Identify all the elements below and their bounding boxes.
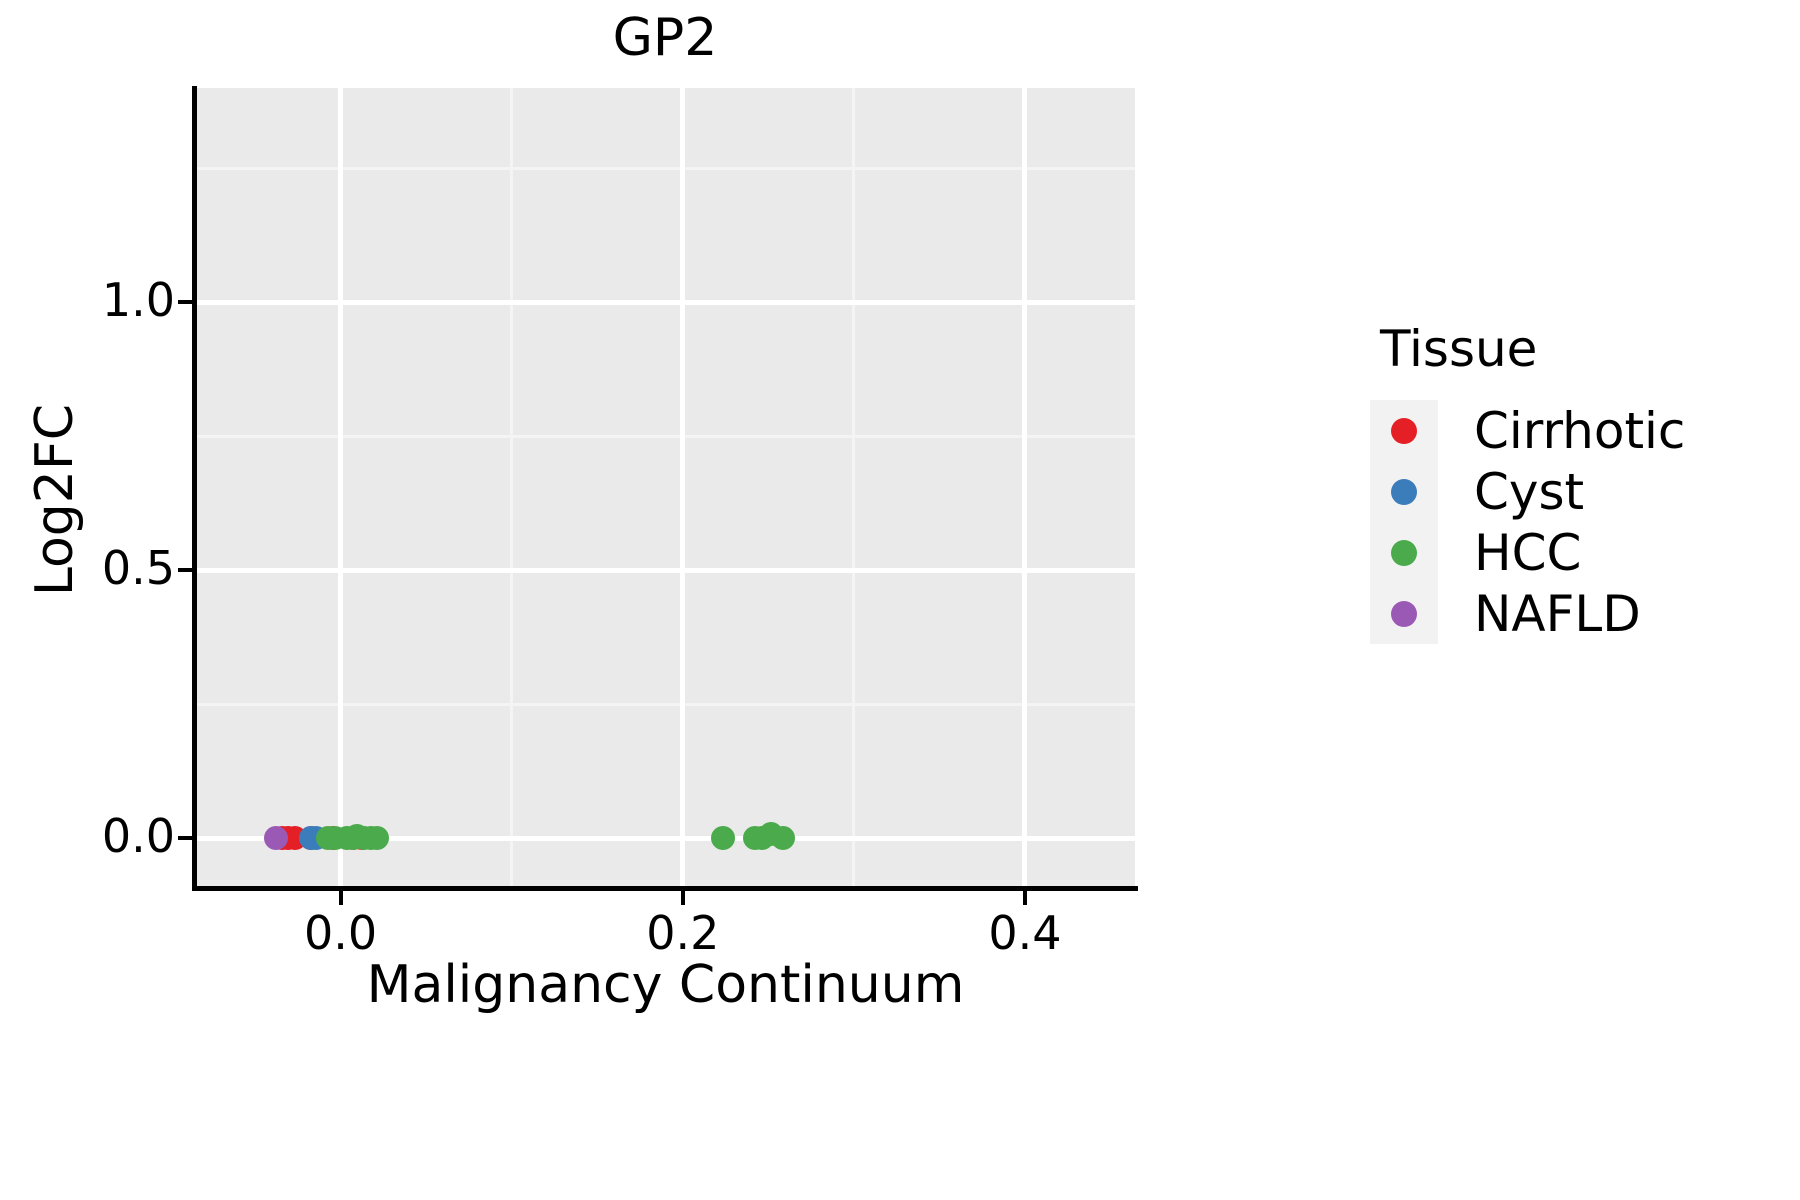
x-axis-tick-label: 0.0 [304,906,378,960]
legend-dot-icon [1391,417,1417,444]
y-axis-tick [178,568,192,573]
grid-major-horizontal [196,567,1135,573]
plot-panel [196,88,1135,886]
x-axis-line [192,886,1138,891]
grid-minor-vertical [510,88,514,886]
y-axis-tick-label: 0.5 [101,541,175,596]
legend-dot-icon [1391,539,1417,566]
legend-key-swatch [1370,583,1438,644]
legend-title: Tissue [1380,320,1538,378]
y-axis-tick-label: 1.0 [101,273,175,328]
legend-key-swatch [1370,461,1438,522]
y-axis-tick-label: 0.0 [101,809,175,864]
data-point-nafld [264,826,289,851]
legend-item-cirrhotic[interactable]: Cirrhotic [1370,400,1790,461]
legend-item-label: Cyst [1474,462,1585,521]
grid-major-horizontal [196,835,1135,841]
y-axis-tick [178,836,192,841]
x-axis-tick [1022,891,1027,905]
legend-items: Cirrhotic Cyst HCC NAFLD [1370,400,1790,644]
grid-major-vertical [1022,88,1028,886]
data-point-hcc [710,826,735,851]
legend-key-swatch [1370,400,1438,461]
legend-item-label: HCC [1474,523,1582,582]
x-axis-title: Malignancy Continuum [366,955,965,1015]
y-axis-line [192,86,197,890]
legend-item-nafld[interactable]: NAFLD [1370,583,1790,644]
grid-major-vertical [680,88,686,886]
page-title: GP2 [612,8,718,68]
grid-major-vertical [338,88,344,886]
grid-major-horizontal [196,299,1135,305]
x-axis-tick [680,891,685,905]
grid-minor-vertical [852,88,856,886]
x-axis-tick-label: 0.4 [988,906,1062,960]
data-point-hcc [365,826,390,851]
legend-item-cyst[interactable]: Cyst [1370,461,1790,522]
x-axis-tick [338,891,343,905]
legend-item-hcc[interactable]: HCC [1370,522,1790,583]
x-axis-tick-label: 0.2 [646,906,720,960]
grid-minor-horizontal [196,167,1135,171]
legend-item-label: Cirrhotic [1474,401,1686,460]
legend-item-label: NAFLD [1474,584,1641,643]
legend-dot-icon [1391,600,1417,627]
y-axis-title: Log2FC [25,403,85,597]
y-axis-tick [178,300,192,305]
grid-minor-horizontal [196,434,1135,438]
grid-minor-horizontal [196,702,1135,706]
legend-dot-icon [1391,478,1417,505]
data-point-hcc [770,826,795,851]
legend: Tissue Cirrhotic Cyst HCC NAFLD [1370,320,1790,644]
legend-key-swatch [1370,522,1438,583]
